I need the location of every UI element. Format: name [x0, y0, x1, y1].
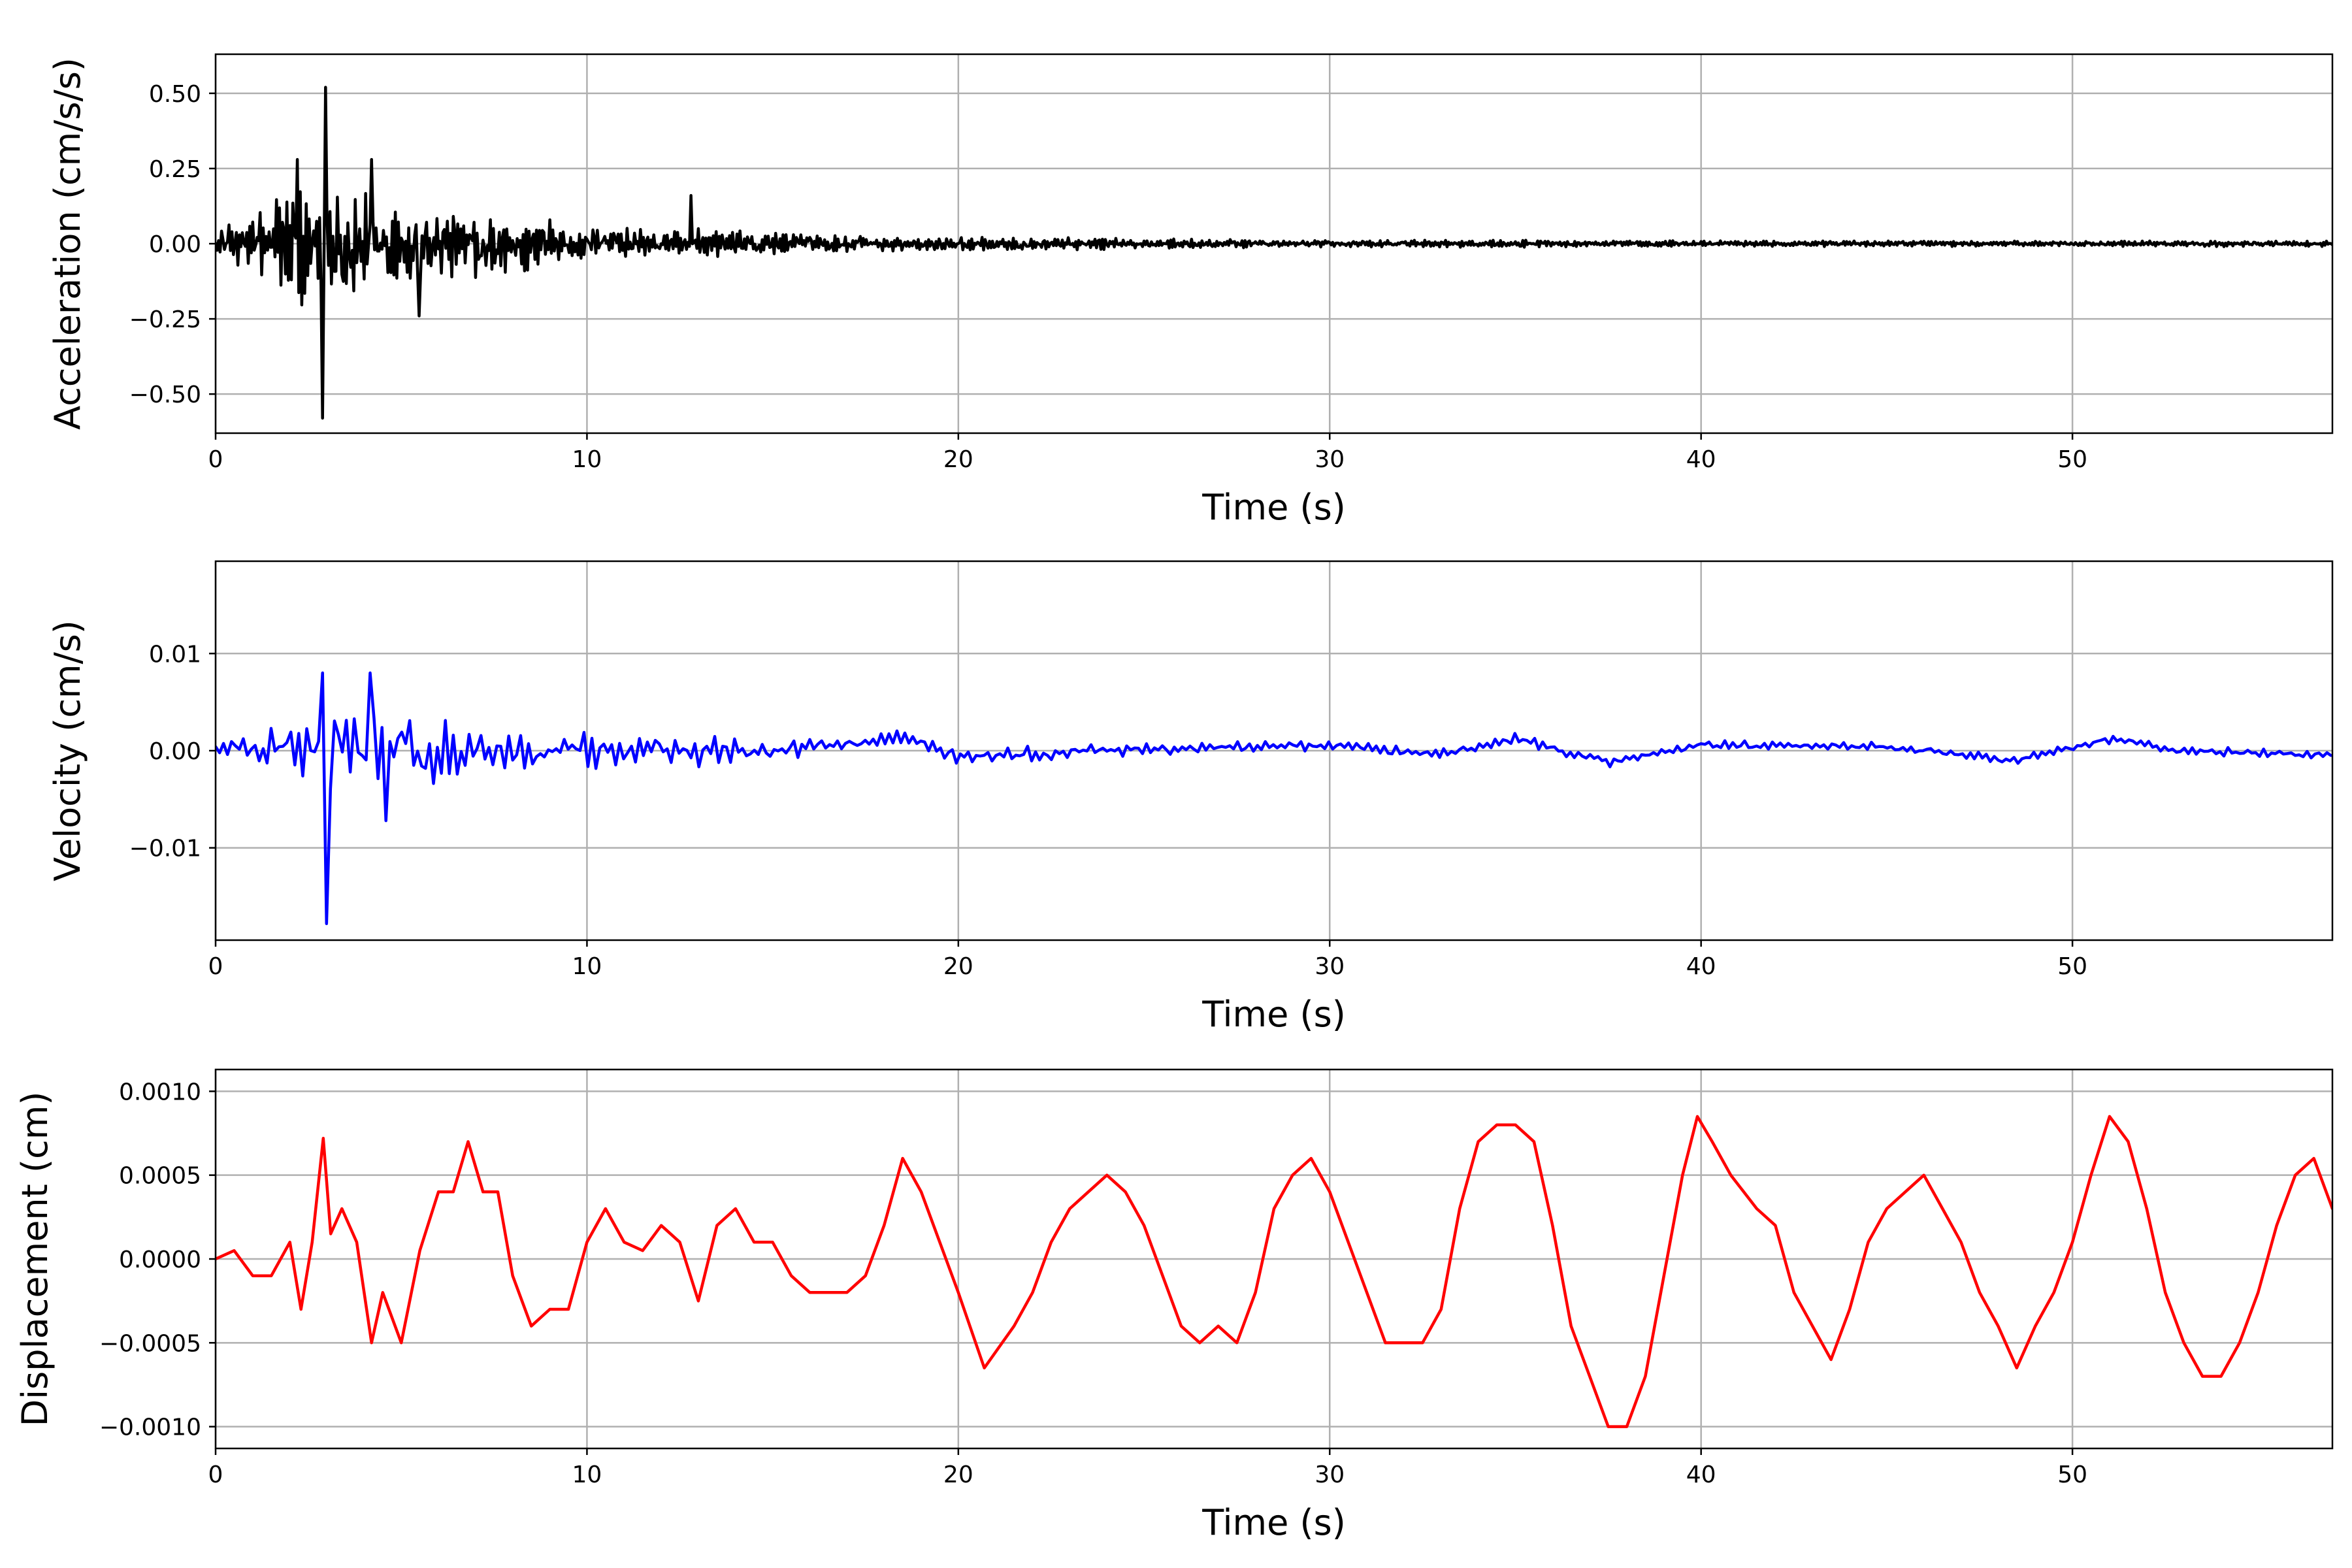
- displacement-panel: 0 10 20 30 40 50 −0.0010 −0.0005 0.0000 0.0005 0.0…: [14, 1068, 2334, 1543]
- velocity-xtick-label: 10: [572, 953, 602, 980]
- velocity-ytick-label: −0.01: [129, 836, 201, 862]
- displacement-ytick-label: 0.0010: [119, 1079, 201, 1105]
- displacement-xtick-label: 40: [1686, 1462, 1716, 1488]
- acceleration-y-axis-label: Acceleration (cm/s/s): [47, 57, 88, 430]
- displacement-xtick-label: 0: [208, 1462, 223, 1488]
- acceleration-ytick-label: 0.25: [149, 156, 201, 183]
- displacement-ytick-label: 0.0005: [119, 1163, 201, 1190]
- velocity-ytick-label: 0.00: [149, 738, 201, 765]
- velocity-xtick-label: 40: [1686, 953, 1716, 980]
- acceleration-series-line: [216, 86, 2332, 420]
- displacement-series-line: [216, 1115, 2332, 1428]
- velocity-x-axis-label: Time (s): [1201, 994, 1346, 1035]
- displacement-y-axis-label: Displacement (cm): [14, 1092, 56, 1427]
- acceleration-panel: 0 10 20 30 40 50 −0.50 −0.25 0.00 0.25 0.50 Time (s…: [47, 53, 2334, 528]
- displacement-xtick-label: 50: [2057, 1462, 2087, 1488]
- acceleration-ytick-label: −0.25: [129, 306, 201, 333]
- velocity-xtick-label: 30: [1315, 953, 1345, 980]
- displacement-xtick-label: 20: [943, 1462, 973, 1488]
- velocity-y-axis-label: Velocity (cm/s): [47, 620, 88, 881]
- velocity-series-line: [216, 671, 2332, 925]
- acceleration-xtick-label: 30: [1315, 446, 1345, 473]
- acceleration-ytick-label: 0.00: [149, 231, 201, 258]
- velocity-xtick-label: 20: [943, 953, 973, 980]
- acceleration-xtick-label: 50: [2057, 446, 2087, 473]
- acceleration-ytick-label: 0.50: [149, 81, 201, 108]
- displacement-xtick-label: 10: [572, 1462, 602, 1488]
- displacement-xtick-label: 30: [1315, 1462, 1345, 1488]
- acceleration-xtick-label: 0: [208, 446, 223, 473]
- velocity-ytick-label: 0.01: [149, 641, 201, 668]
- acceleration-xtick-label: 10: [572, 446, 602, 473]
- velocity-xtick-label: 50: [2057, 953, 2087, 980]
- acceleration-xtick-label: 20: [943, 446, 973, 473]
- velocity-xtick-label: 0: [208, 953, 223, 980]
- acceleration-ytick-label: −0.50: [129, 382, 201, 408]
- displacement-x-axis-label: Time (s): [1201, 1502, 1346, 1543]
- velocity-panel: 0 10 20 30 40 50 −0.01 0.00 0.01 Time (s) Velocity…: [47, 560, 2334, 1035]
- displacement-ytick-label: −0.0010: [99, 1414, 201, 1441]
- acceleration-x-axis-label: Time (s): [1201, 487, 1346, 528]
- displacement-ytick-label: 0.0000: [119, 1247, 201, 1273]
- acceleration-xtick-label: 40: [1686, 446, 1716, 473]
- displacement-ytick-label: −0.0005: [99, 1330, 201, 1357]
